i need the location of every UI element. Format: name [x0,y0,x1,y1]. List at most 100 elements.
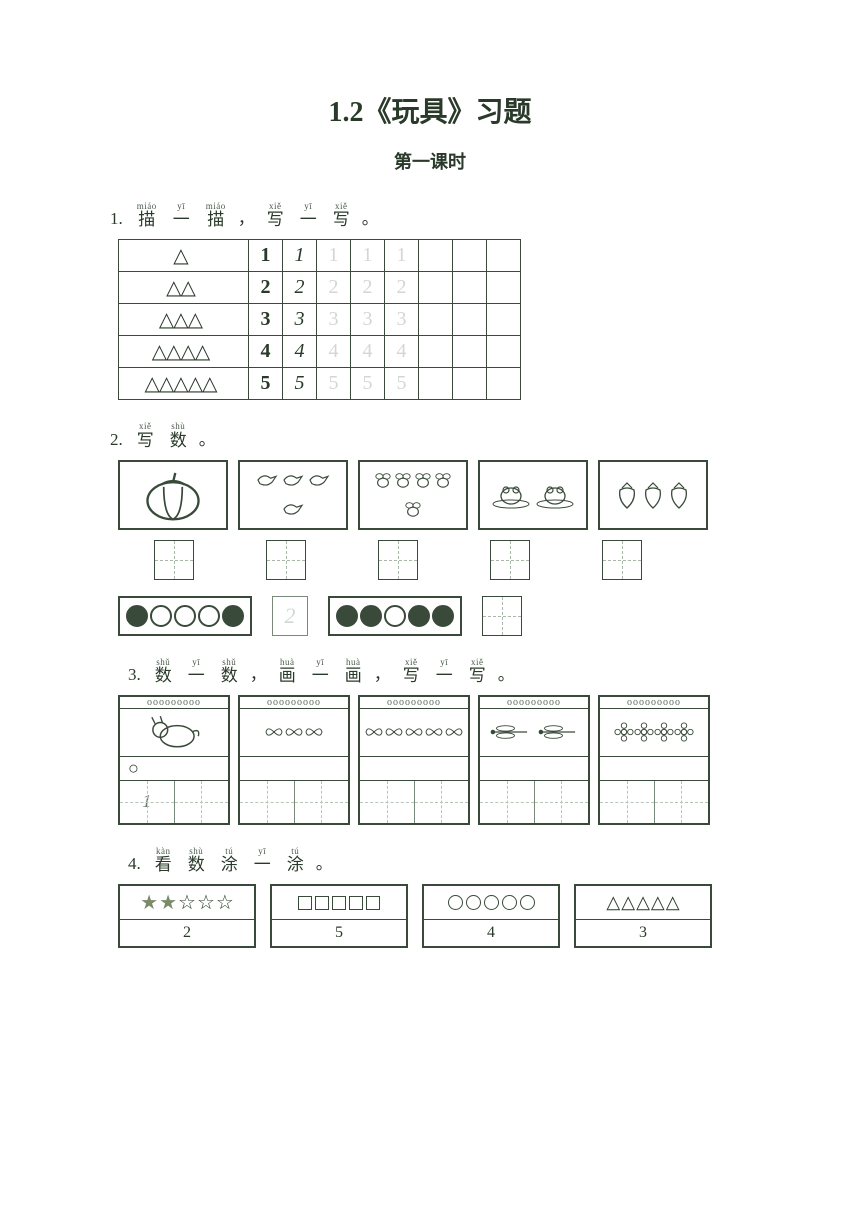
page-subtitle: 第一课时 [110,148,750,174]
picture-frogs [478,460,588,530]
write-cell[interactable] [453,240,487,272]
shape-row[interactable] [424,886,558,920]
trace-cell[interactable]: 1 [317,240,351,272]
write-cell[interactable] [453,336,487,368]
trace-cell[interactable]: 2 [351,272,385,304]
square-icon [349,896,363,910]
circle-icon [360,605,382,627]
write-field[interactable] [480,781,535,823]
write-field[interactable] [175,781,229,823]
answer-field[interactable] [378,540,418,580]
write-cell[interactable] [487,272,521,304]
q4-card-row: ★★☆☆☆254 △△△△△3 [118,884,750,948]
number-cell: 5 [249,368,283,400]
circle-icon [448,895,463,910]
number-cell: 1 [249,240,283,272]
trace-cell[interactable]: 3 [351,304,385,336]
trace-cell[interactable]: 2 [385,272,419,304]
circle-icon [384,605,406,627]
write-cell[interactable] [419,272,453,304]
trace-cell[interactable]: 5 [385,368,419,400]
hint-number-box: 2 [272,596,308,636]
triangle-icon: △ [606,892,620,913]
q4-prompt: 4. kàn看 shù数 tú涂 yī一 tú涂 。 [128,847,750,874]
draw-field[interactable] [240,757,348,781]
trace-cell[interactable]: 5 [351,368,385,400]
write-cell[interactable] [419,304,453,336]
triangle-cell: △ [119,240,249,272]
circle-icon [126,605,148,627]
q3-number: 3. [128,665,141,685]
write-field[interactable] [415,781,469,823]
write-cell[interactable] [487,304,521,336]
write-cell[interactable] [487,368,521,400]
trace-cell[interactable]: 4 [385,336,419,368]
write-field[interactable] [655,781,709,823]
triangle-cell: △△△ [119,304,249,336]
write-cell[interactable] [453,272,487,304]
write-field[interactable] [295,781,349,823]
q1-prompt: 1. miáo描 yī一 miáo描 ， xiě写 yī一 xiě写 。 [110,202,750,229]
circle-icon [150,605,172,627]
color-card: 5 [270,884,408,948]
write-cell[interactable] [487,336,521,368]
draw-field[interactable] [600,757,708,781]
target-number: 3 [576,920,710,946]
circle-icon [520,895,535,910]
circle-icon [484,895,499,910]
draw-field[interactable] [360,757,468,781]
answer-field[interactable] [266,540,306,580]
picture-pumpkin [118,460,228,530]
trace-cell[interactable]: 3 [317,304,351,336]
draw-field[interactable] [480,757,588,781]
write-cell[interactable] [453,304,487,336]
circle-icon [198,605,220,627]
question-4: 4. kàn看 shù数 tú涂 yī一 tú涂 。 ★★☆☆☆254△△△△△… [110,847,750,948]
trace-cell[interactable]: 2 [317,272,351,304]
triangle-icon: △ [636,892,650,913]
shape-row[interactable]: △△△△△ [576,886,710,920]
triangle-cell: △△ [119,272,249,304]
write-field[interactable] [535,781,589,823]
trace-cell[interactable]: 4 [317,336,351,368]
write-field[interactable]: 1 [120,781,175,823]
triangle-icon: △ [621,892,635,913]
circle-icon [174,605,196,627]
write-field[interactable] [240,781,295,823]
trace-cell[interactable]: 1 [385,240,419,272]
count-card: ooooooooo [238,695,350,825]
shape-row[interactable] [272,886,406,920]
trace-cell[interactable]: 3 [385,304,419,336]
trace-cell[interactable]: 1 [351,240,385,272]
count-card: ooooooooo [478,695,590,825]
target-number: 2 [120,920,254,946]
picture-butterflies [240,709,348,757]
write-cell[interactable] [419,240,453,272]
write-field[interactable] [600,781,655,823]
write-cell[interactable] [453,368,487,400]
draw-field[interactable]: ○ [120,757,228,781]
number-cell: 2 [249,272,283,304]
write-cell[interactable] [487,240,521,272]
write-cell[interactable] [419,336,453,368]
write-field[interactable] [360,781,415,823]
square-icon [366,896,380,910]
trace-cell[interactable]: 4 [351,336,385,368]
circle-icon [502,895,517,910]
count-card: ooooooooo [598,695,710,825]
answer-field[interactable] [490,540,530,580]
answer-field[interactable] [602,540,642,580]
square-icon [332,896,346,910]
picture-dragonflies [480,709,588,757]
answer-field[interactable] [482,596,522,636]
target-number: 4 [424,920,558,946]
target-number: 5 [272,920,406,946]
answer-field[interactable] [154,540,194,580]
trace-cell[interactable]: 5 [317,368,351,400]
shape-row[interactable]: ★★☆☆☆ [120,886,254,920]
handwriting-cell: 4 [283,336,317,368]
color-card: 4 [422,884,560,948]
circle-icon [408,605,430,627]
write-cell[interactable] [419,368,453,400]
circle-group-2 [328,596,462,636]
